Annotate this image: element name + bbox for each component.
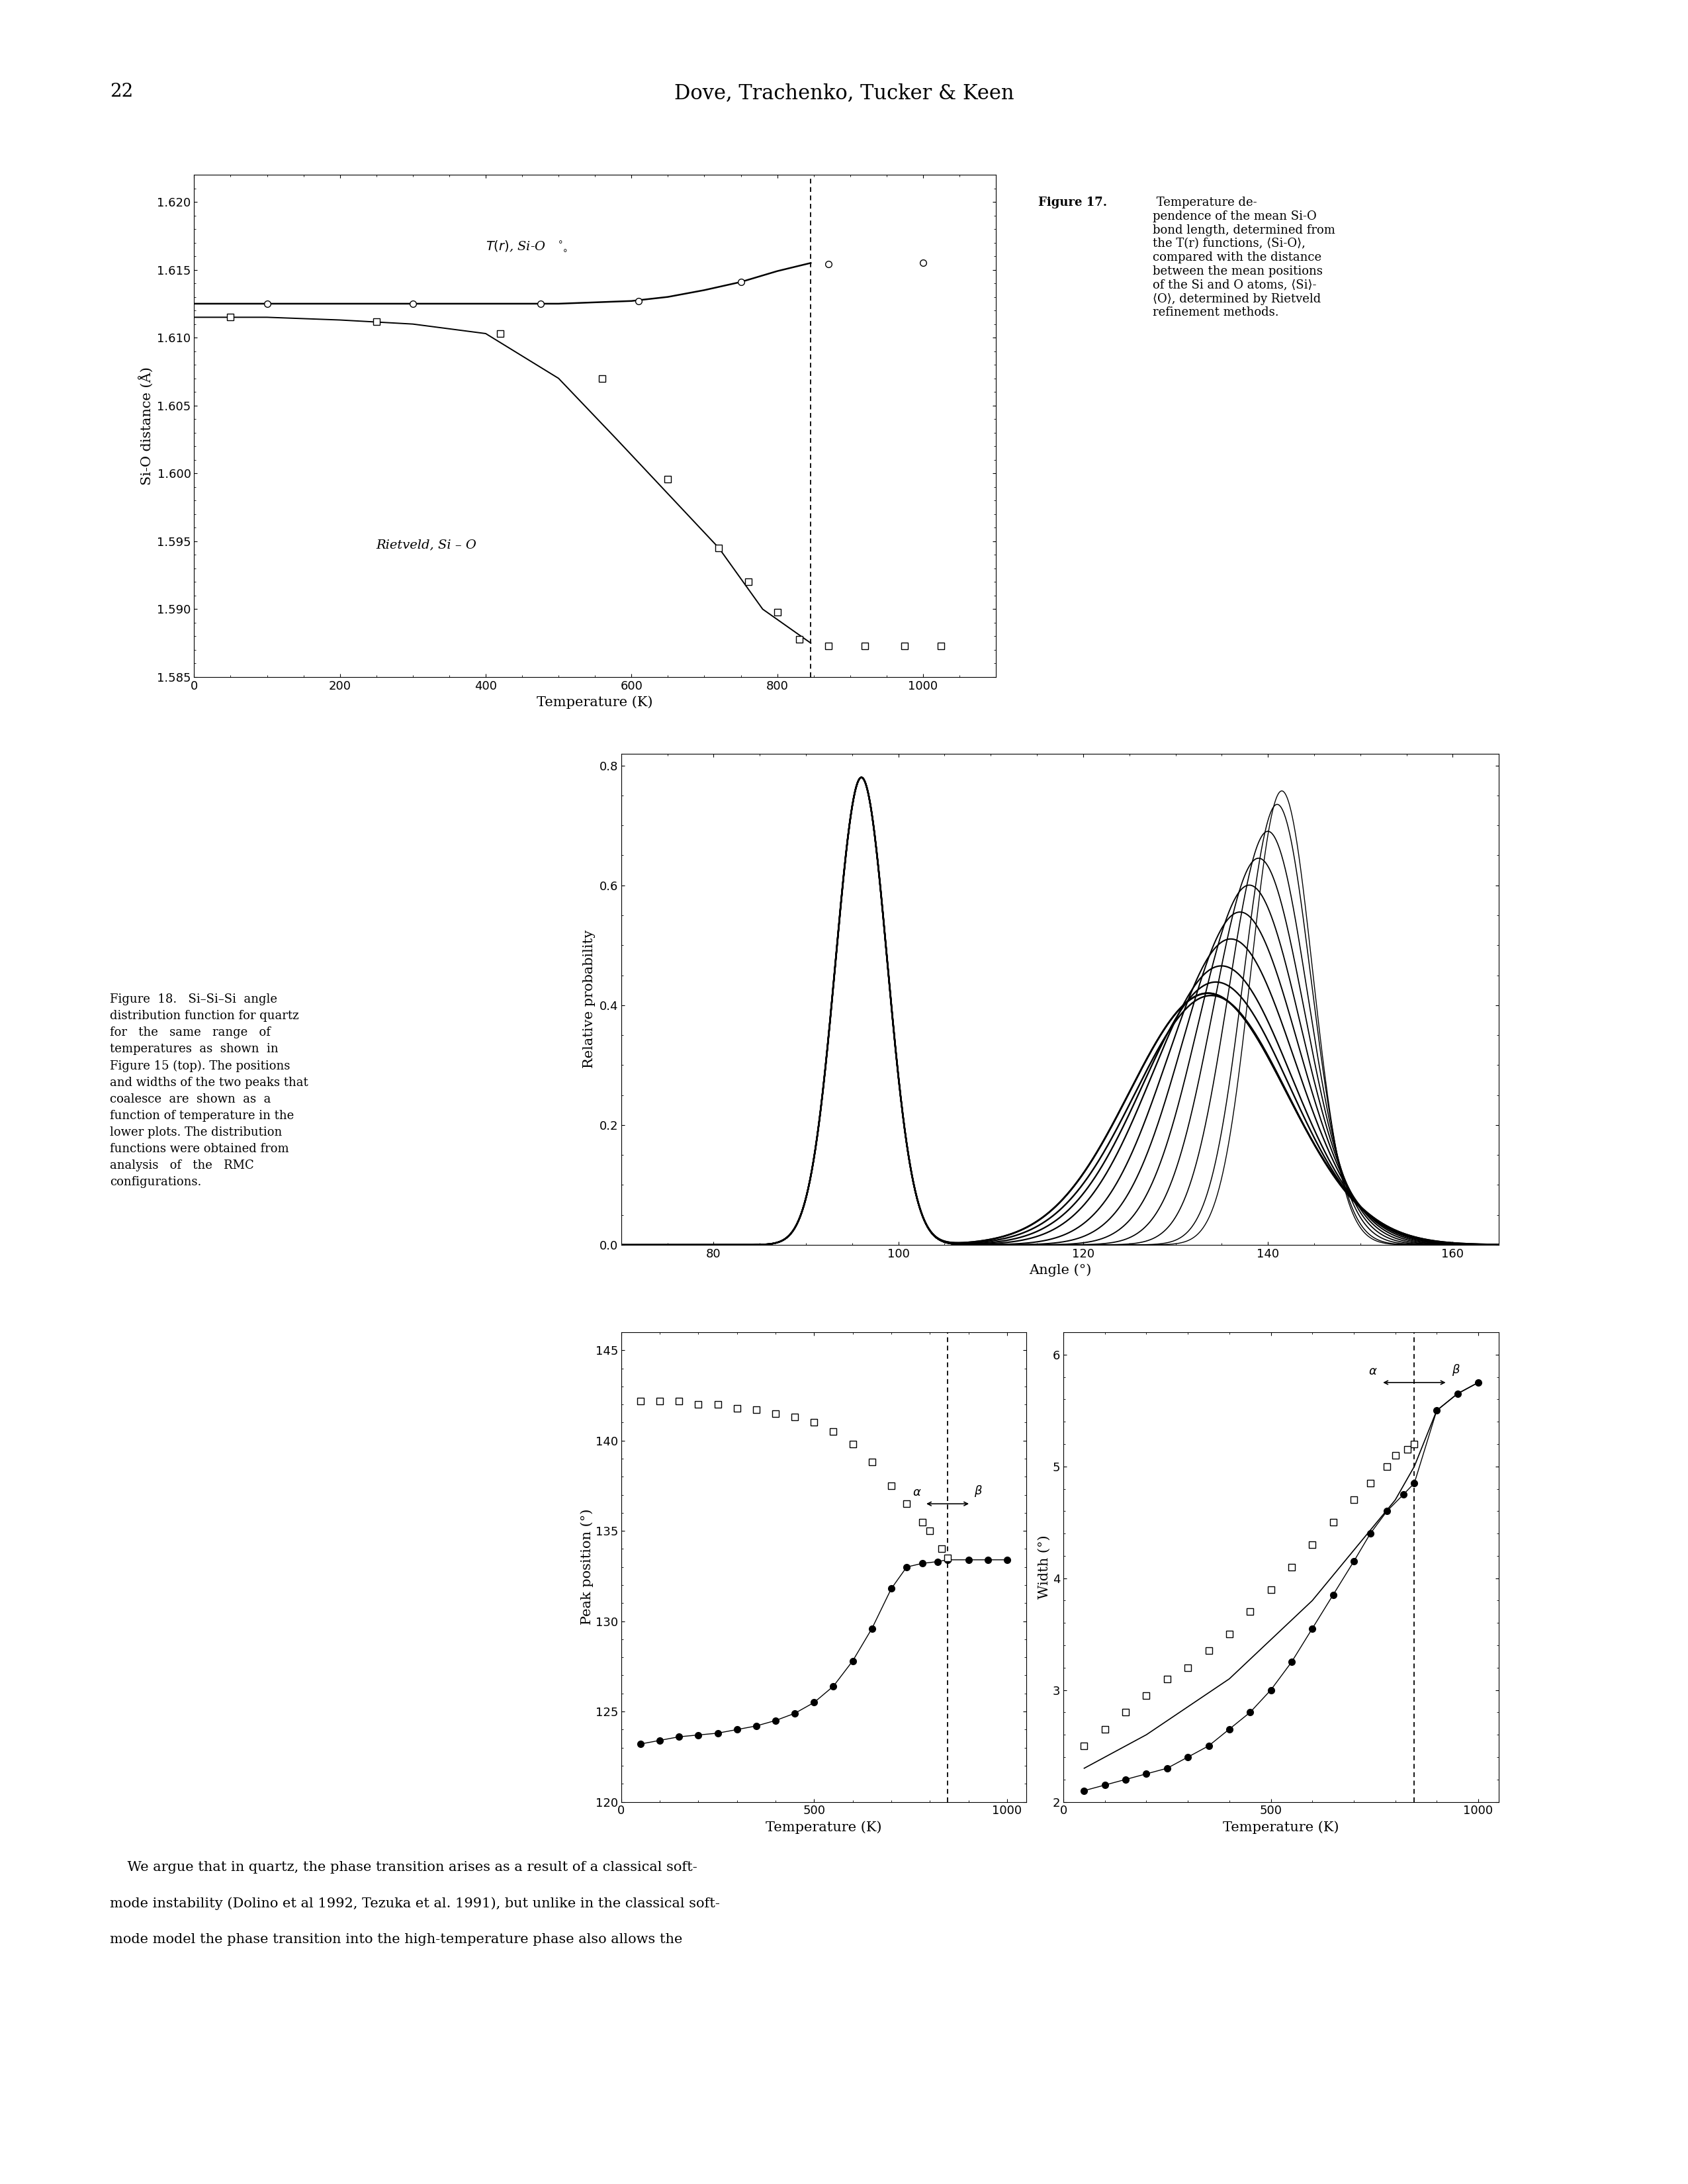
Text: $\alpha$: $\alpha$ [912,1487,922,1498]
Text: $\beta$: $\beta$ [974,1483,982,1498]
Text: 22: 22 [110,83,133,100]
Text: Temperature de-
pendence of the mean Si-O
bond length, determined from
the T(r) : Temperature de- pendence of the mean Si-… [1153,197,1335,319]
Text: We argue that in quartz, the phase transition arises as a result of a classical : We argue that in quartz, the phase trans… [110,1861,697,1874]
Text: Figure  18.   Si–Si–Si  angle
distribution function for quartz
for   the   same : Figure 18. Si–Si–Si angle distribution f… [110,994,309,1188]
Text: $\alpha$: $\alpha$ [1369,1365,1377,1376]
Y-axis label: Width (°): Width (°) [1038,1535,1050,1599]
Text: mode model the phase transition into the high-temperature phase also allows the: mode model the phase transition into the… [110,1933,682,1946]
X-axis label: Angle (°): Angle (°) [1030,1265,1090,1278]
Text: $T(r)$, Si-O   $^{\circ}_{\ \circ}$: $T(r)$, Si-O $^{\circ}_{\ \circ}$ [486,240,567,253]
Text: $\beta$: $\beta$ [1452,1363,1460,1376]
X-axis label: Temperature (K): Temperature (K) [1224,1821,1339,1835]
Text: mode instability (Dolino et al 1992, Tezuka et al. 1991), but unlike in the clas: mode instability (Dolino et al 1992, Tez… [110,1896,719,1909]
Text: Rietveld, Si – O: Rietveld, Si – O [376,539,476,550]
Y-axis label: Peak position (°): Peak position (°) [581,1509,594,1625]
Text: Dove, Trachenko, Tucker & Keen: Dove, Trachenko, Tucker & Keen [674,83,1014,103]
Y-axis label: Relative probability: Relative probability [582,930,596,1068]
X-axis label: Temperature (K): Temperature (K) [766,1821,881,1835]
Text: Figure 17.: Figure 17. [1038,197,1107,207]
X-axis label: Temperature (K): Temperature (K) [537,697,653,710]
Y-axis label: Si-O distance (Å): Si-O distance (Å) [138,367,154,485]
